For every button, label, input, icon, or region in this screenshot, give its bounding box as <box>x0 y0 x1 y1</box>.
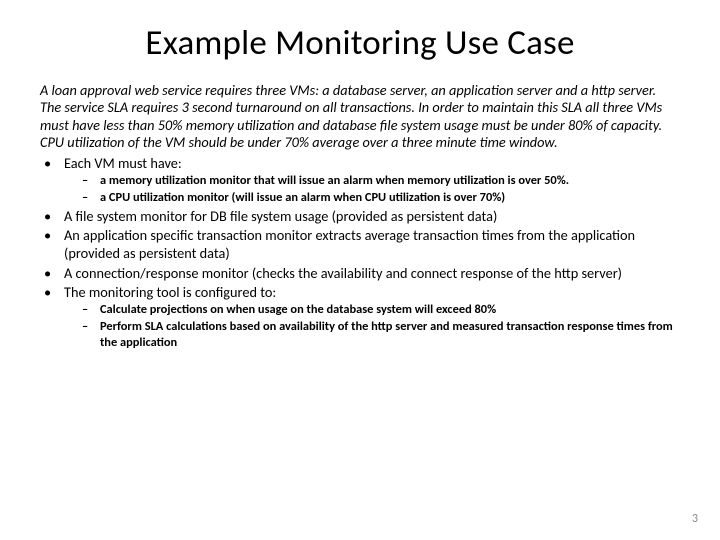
slide-title: Example Monitoring Use Case <box>40 22 680 64</box>
slide: Example Monitoring Use Case A loan appro… <box>0 0 720 540</box>
bullet-item: The monitoring tool is configured to: Ca… <box>40 283 680 351</box>
sub-bullet-text: Perform SLA calculations based on availa… <box>100 319 673 350</box>
sub-bullet-list: a memory utilization monitor that will i… <box>64 173 680 206</box>
bullet-list: Each VM must have: a memory utilization … <box>40 154 680 351</box>
sub-bullet-item: a memory utilization monitor that will i… <box>76 173 680 189</box>
bullet-text: An application specific transaction moni… <box>64 226 635 262</box>
bullet-item: Each VM must have: a memory utilization … <box>40 154 680 206</box>
bullet-text: The monitoring tool is configured to: <box>64 283 276 301</box>
bullet-text: A file system monitor for DB file system… <box>64 207 497 225</box>
sub-bullet-list: Calculate projections on when usage on t… <box>64 302 680 351</box>
bullet-item: A connection/response monitor (checks th… <box>40 264 680 282</box>
page-number: 3 <box>692 512 698 526</box>
sub-bullet-text: Calculate projections on when usage on t… <box>100 302 496 317</box>
bullet-item: A file system monitor for DB file system… <box>40 207 680 225</box>
bullet-text: A connection/response monitor (checks th… <box>64 264 622 282</box>
sub-bullet-item: a CPU utilization monitor (will issue an… <box>76 190 680 206</box>
sub-bullet-text: a memory utilization monitor that will i… <box>100 173 569 188</box>
bullet-item: An application specific transaction moni… <box>40 226 680 263</box>
sub-bullet-item: Perform SLA calculations based on availa… <box>76 319 680 351</box>
sub-bullet-item: Calculate projections on when usage on t… <box>76 302 680 318</box>
intro-paragraph: A loan approval web service requires thr… <box>40 82 680 152</box>
sub-bullet-text: a CPU utilization monitor (will issue an… <box>100 190 505 205</box>
bullet-text: Each VM must have: <box>64 154 182 172</box>
